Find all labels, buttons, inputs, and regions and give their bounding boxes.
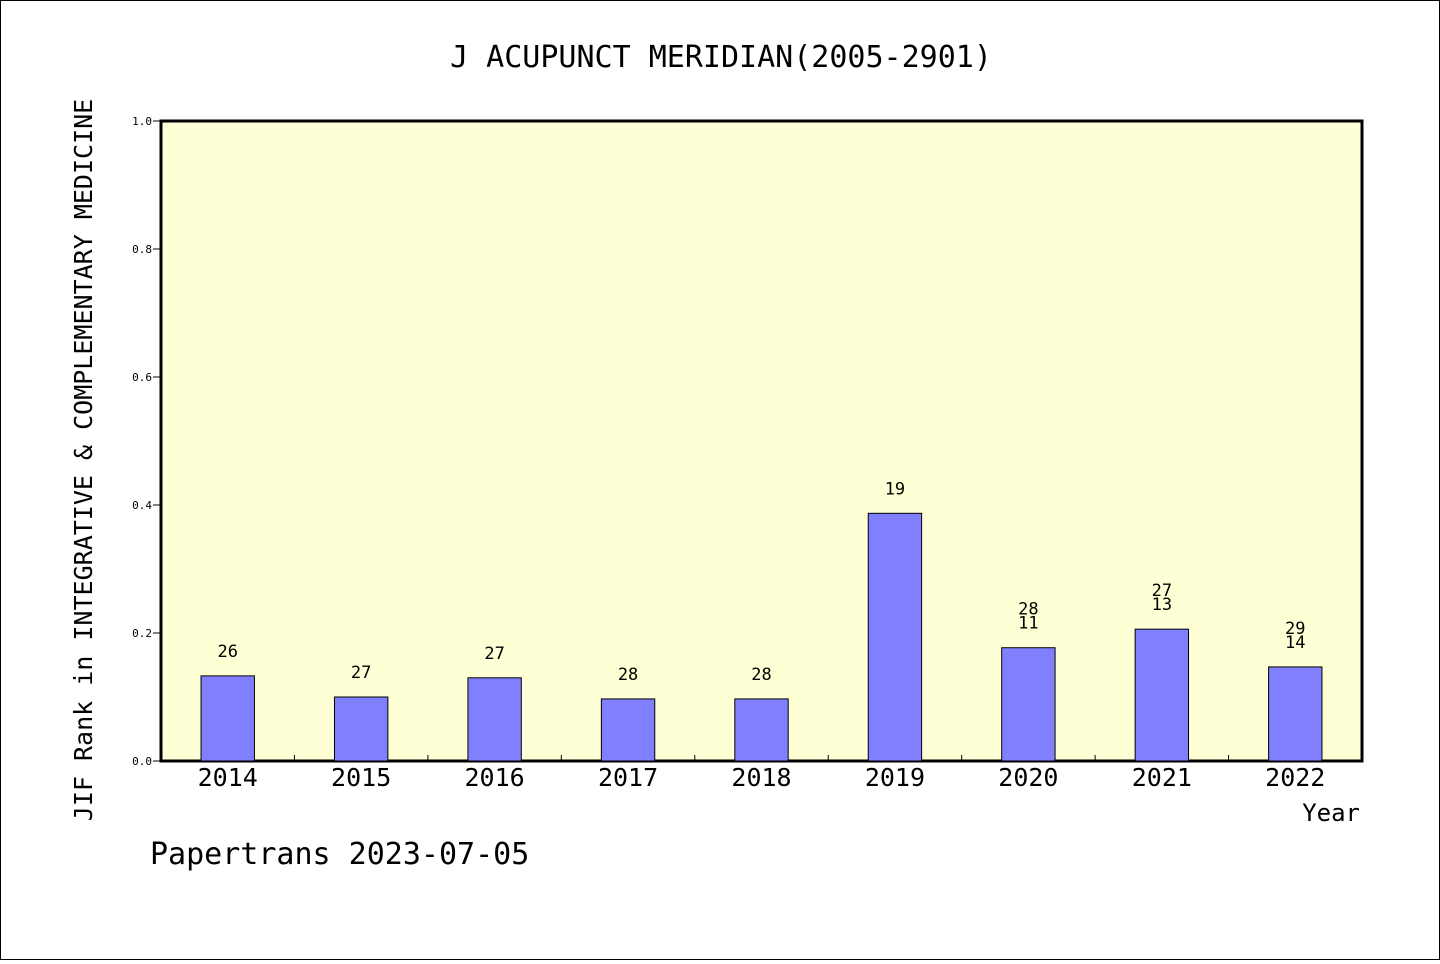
bar-data-label: 19 [885, 479, 905, 499]
x-axis-label: Year [1302, 799, 1360, 827]
bar [1268, 666, 1323, 762]
bar-data-label: 29 [1285, 619, 1305, 639]
bar [600, 698, 656, 762]
bar [1001, 647, 1056, 762]
bar [1134, 628, 1190, 762]
bar [333, 696, 389, 762]
bar-data-label: 28 [751, 665, 771, 685]
y-tick-label: 0.4 [132, 499, 152, 512]
bar [734, 698, 789, 762]
chart-title: J ACUPUNCT MERIDIAN(2005-2901) [450, 40, 992, 75]
x-tick-label: 2017 [598, 763, 658, 792]
x-tick-label: 2015 [331, 763, 391, 792]
x-tick-label: 2014 [198, 763, 258, 792]
bar-data-label: 28 [618, 665, 638, 685]
bar [867, 512, 923, 762]
y-tick-label: 0.0 [132, 755, 152, 768]
bar [200, 675, 255, 762]
bar-data-label: 13 [1152, 595, 1172, 615]
y-axis: 0.0 0.2 0.4 0.6 0.8 1.0 [132, 115, 161, 768]
x-tick-label: 2021 [1132, 763, 1192, 792]
y-tick-label: 0.2 [132, 627, 152, 640]
bar-data-label: 27 [484, 644, 504, 664]
x-axis: 2014 2015 2016 2017 2018 2019 2020 2021 2022 [198, 755, 1325, 792]
bar-data-label: 27 [1152, 581, 1172, 601]
x-tick-label: 2020 [998, 763, 1058, 792]
bar-data-label: 11 [1018, 614, 1038, 634]
y-tick-label: 0.8 [132, 243, 152, 256]
y-tick-label: 1.0 [132, 115, 152, 128]
bar-data-label: 26 [217, 642, 237, 662]
bar-data-label: 27 [351, 663, 371, 683]
y-axis-label: JIF Rank in INTEGRATIVE & COMPLEMENTARY … [69, 99, 98, 821]
x-tick-label: 2019 [865, 763, 925, 792]
y-tick-label: 0.6 [132, 371, 152, 384]
bar-data-label: 28 [1018, 600, 1038, 620]
footer-credit: Papertrans 2023-07-05 [150, 837, 529, 872]
x-tick-label: 2018 [731, 763, 791, 792]
x-tick-label: 2016 [465, 763, 525, 792]
bar-data-label: 14 [1285, 633, 1305, 653]
x-tick-label: 2022 [1265, 763, 1325, 792]
bar [467, 677, 522, 762]
